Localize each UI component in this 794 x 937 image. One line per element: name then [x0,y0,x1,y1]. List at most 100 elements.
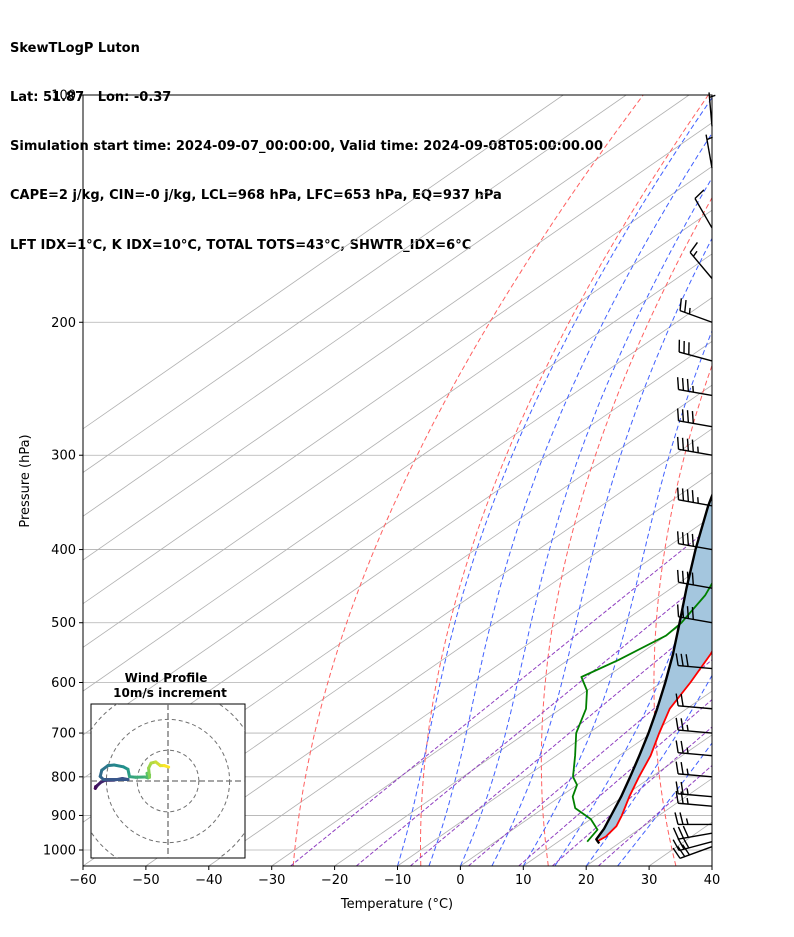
isotherm-line [83,166,712,605]
barb-shaft [678,448,713,456]
wind-barb [674,812,712,826]
barb-flag [677,838,685,850]
barb-shaft [678,773,713,778]
barb-flag [679,812,684,825]
wind-barb [705,134,713,169]
barb-half-flag [692,250,698,257]
barb-flag [681,844,691,856]
isotherm-line [397,646,712,866]
isotherm-line [83,95,627,474]
barb-flag [684,299,687,313]
barb-flag [675,781,679,794]
profiles [571,492,712,845]
barb-flag [679,298,683,311]
wind-barb [676,436,713,456]
wind-barb [676,569,713,589]
wind-barb [672,836,713,852]
barb-flag [689,242,698,253]
wind-barb [708,92,716,127]
barb-shaft [694,198,713,229]
chart-title: SkewTLogP Luton [10,40,140,56]
barb-shaft [689,251,713,279]
barb-shaft [679,846,713,859]
x-tick-label: −50 [132,873,159,888]
barb-flag [680,761,684,775]
barb-flag [691,533,694,547]
barb-flag [681,437,685,451]
barb-shaft [678,581,713,589]
barb-shaft [678,793,713,798]
x-tick-label: 0 [456,873,464,888]
barb-flag [680,693,684,707]
dry-adiabat [653,363,712,866]
barb-flag [675,693,679,706]
barb-flag [691,411,694,424]
barb-flag [677,845,686,858]
y-tick-label: 700 [51,727,76,742]
barb-flag [676,377,680,390]
isotherm-line [208,515,712,866]
barb-flag [675,740,679,753]
indices-line-2: LFT IDX=1°C, K IDX=10°C, TOTAL TOTS=43°C… [10,237,472,253]
mixing-ratio-line [290,525,712,866]
barb-shaft [678,499,713,507]
wind-barb [672,825,713,840]
wind-barb [675,717,713,734]
isotherm-line [83,95,564,430]
y-tick-label: 1000 [43,844,76,859]
mixing-ratio-line [518,699,712,866]
barb-flag [681,378,685,391]
barb-flag [676,604,680,617]
barb-flag [691,607,694,620]
barb-flag [686,438,690,452]
wind-barb [676,487,713,507]
parcel-profile [595,492,712,845]
x-tick-label: −20 [321,873,348,888]
barb-shaft [678,841,713,852]
barb-shaft [678,832,713,840]
wind-barb [679,298,713,323]
barb-flag [675,790,679,804]
mixing-ratio-line [468,659,712,866]
barb-flag [681,488,685,501]
temperature-profile [596,649,712,843]
barb-shaft [678,664,713,670]
indices-line-1: CAPE=2 j/kg, CIN=-0 j/kg, LCL=968 hPa, L… [10,188,502,204]
hodograph-segment [162,764,171,769]
barb-shaft [678,351,713,362]
dry-adiabat [420,95,709,866]
wind-barb [675,693,713,710]
isotherm-line [523,734,712,866]
dry-adiabat [292,95,644,866]
axes: Temperature (°C) Pressure (hPa) −60 −50 −4… [18,89,720,913]
barb-half-flag [688,307,691,315]
wind-barbs [672,92,716,859]
y-tick-label: 500 [51,616,76,631]
barb-half-flag [709,94,716,99]
barb-flag [681,409,685,422]
wind-barb [676,377,713,397]
wind-barb [675,790,713,807]
x-tick-label: −60 [69,873,96,888]
x-axis-label: Temperature (°C) [340,897,453,912]
isotherm-line [83,122,712,561]
chart-title-block: SkewTLogP Luton Lat: 51.87 Lon: -0.37 Si… [10,8,603,271]
barb-flag [686,489,690,502]
x-tick-label: 20 [578,873,595,888]
y-tick-label: 800 [51,770,76,785]
barb-shaft [678,388,713,397]
wind-barb [694,189,713,229]
barb-half-flag [685,818,689,825]
barb-shaft [678,752,713,757]
cape-shading [596,495,712,842]
barb-shaft [678,616,713,624]
wind-barb [675,761,713,778]
barb-flag [676,487,680,500]
barb-flag [672,827,680,840]
hodograph-segment [147,766,152,779]
barb-flag [675,717,679,731]
barb-flag [682,836,690,849]
barb-half-flag [686,724,689,732]
y-tick-label: 400 [51,543,76,558]
location-line: Lat: 51.87 Lon: -0.37 [10,90,172,106]
